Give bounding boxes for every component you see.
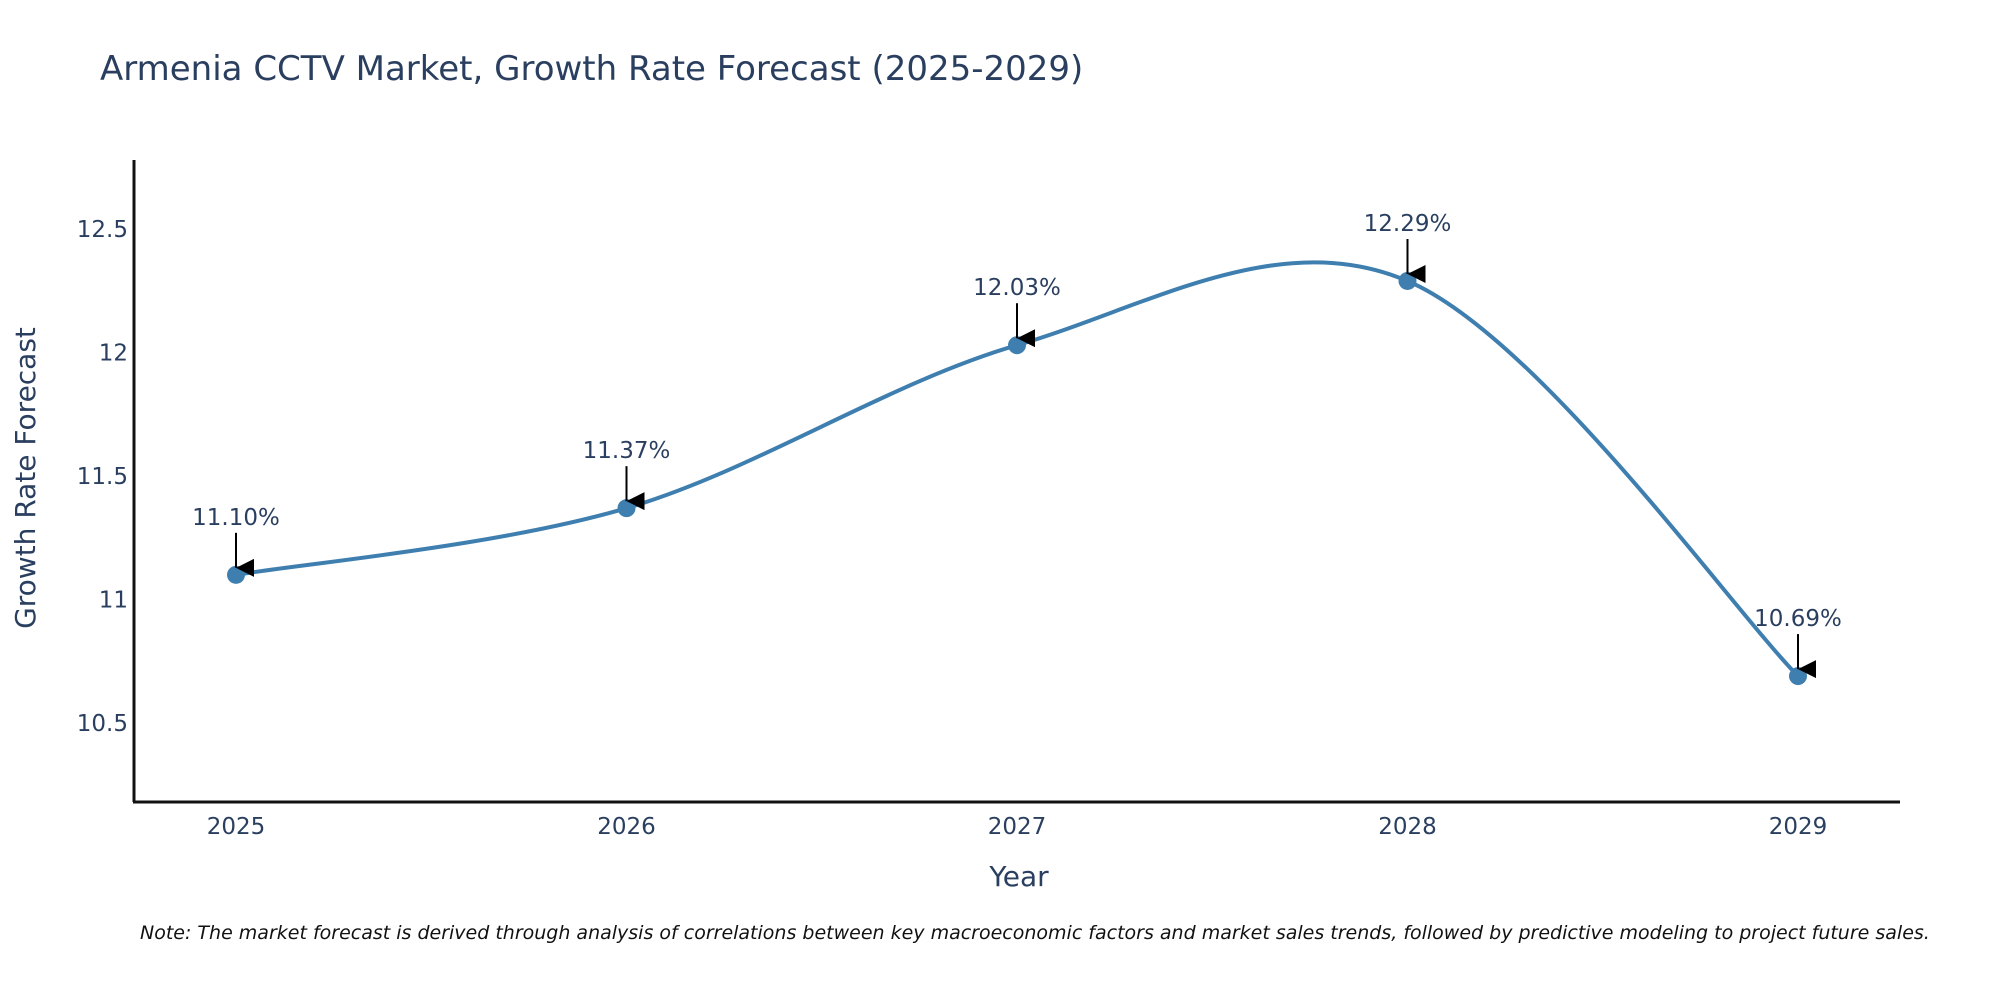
data-point-2027: [1008, 336, 1026, 355]
y-tick-labels: 10.5 11 11.5 12 12.5: [77, 217, 128, 737]
x-tick-label: 2025: [207, 814, 266, 840]
data-point-2025: [227, 565, 245, 584]
y-tick-label: 12: [99, 341, 128, 367]
data-label-2027: 12.03%: [973, 275, 1061, 301]
chart-title: Armenia CCTV Market, Growth Rate Forecas…: [100, 49, 1083, 89]
data-annotations: 11.10% 11.37% 12.03% 12.29% 10.69%: [192, 211, 1842, 679]
data-label-2029: 10.69%: [1754, 606, 1842, 632]
y-tick-label: 11: [99, 588, 128, 614]
forecast-note: Note: The market forecast is derived thr…: [140, 922, 1930, 944]
x-tick-label: 2029: [1769, 814, 1828, 840]
data-label-2028: 12.29%: [1364, 211, 1452, 237]
y-tick-label: 11.5: [77, 464, 128, 490]
data-point-2029: [1789, 667, 1807, 686]
x-tick-label: 2028: [1378, 814, 1437, 840]
x-tick-label: 2026: [597, 814, 656, 840]
growth-rate-line: [234, 260, 1800, 679]
x-axis-title: Year: [988, 860, 1049, 893]
data-label-2026: 11.37%: [583, 438, 671, 464]
data-label-2025: 11.10%: [192, 505, 280, 531]
data-point-2028: [1398, 271, 1417, 290]
y-tick-label: 12.5: [77, 217, 128, 243]
y-axis-title: Growth Rate Forecast: [9, 327, 42, 629]
x-tick-labels: 2025 2026 2027 2028 2029: [207, 814, 1828, 840]
x-tick-label: 2027: [988, 814, 1047, 840]
y-tick-label: 10.5: [77, 711, 128, 737]
data-point-2026: [617, 499, 636, 518]
